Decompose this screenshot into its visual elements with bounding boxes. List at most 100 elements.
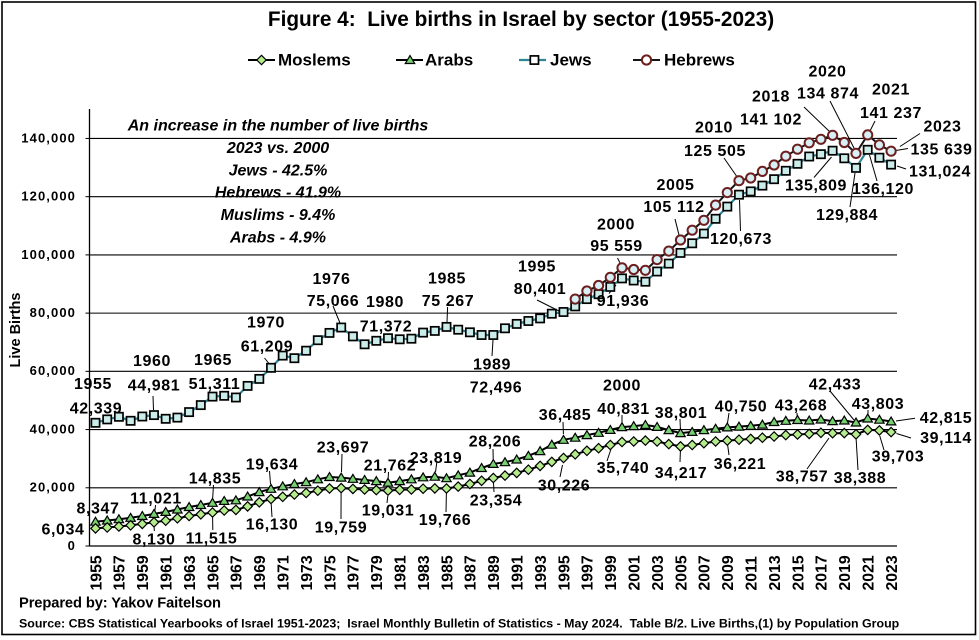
svg-text:36,485: 36,485 (539, 407, 592, 424)
svg-text:Hebrews: Hebrews (664, 51, 735, 70)
svg-text:61,209: 61,209 (241, 339, 294, 356)
svg-text:129,884: 129,884 (816, 207, 878, 224)
svg-text:1965: 1965 (205, 555, 222, 590)
svg-text:43,268: 43,268 (775, 398, 828, 415)
svg-text:34,217: 34,217 (655, 465, 708, 482)
svg-text:Prepared by: Yakov Faitelson: Prepared by: Yakov Faitelson (19, 596, 221, 612)
svg-text:51,311: 51,311 (189, 376, 241, 393)
svg-text:80,000: 80,000 (30, 305, 76, 320)
svg-text:1977: 1977 (346, 555, 363, 590)
svg-text:8,347: 8,347 (76, 501, 119, 518)
svg-text:42,815: 42,815 (920, 410, 973, 427)
svg-text:1989: 1989 (486, 555, 503, 590)
svg-text:42,433: 42,433 (809, 377, 862, 394)
svg-text:Arabs - 4.9%: Arabs - 4.9% (229, 230, 326, 247)
svg-text:120,673: 120,673 (710, 231, 772, 248)
svg-text:35,740: 35,740 (597, 460, 650, 477)
svg-text:39,703: 39,703 (872, 449, 925, 466)
svg-text:1989: 1989 (473, 357, 511, 374)
svg-text:2013: 2013 (767, 555, 784, 590)
svg-text:8,130: 8,130 (132, 532, 175, 549)
svg-text:Moslems: Moslems (278, 51, 351, 70)
svg-text:135 639: 135 639 (910, 142, 972, 159)
svg-text:1985: 1985 (428, 271, 466, 288)
svg-text:141 237: 141 237 (860, 105, 922, 122)
svg-text:1981: 1981 (393, 555, 410, 590)
svg-text:136,120: 136,120 (852, 181, 914, 198)
svg-text:Live Births: Live Births (8, 293, 24, 368)
svg-text:80,401: 80,401 (514, 281, 567, 298)
svg-text:1980: 1980 (366, 294, 404, 311)
svg-text:2000: 2000 (597, 217, 635, 234)
svg-text:1955: 1955 (88, 555, 105, 590)
svg-text:2023: 2023 (884, 555, 901, 590)
svg-text:An increase in the number of l: An increase in the number of live births (127, 118, 429, 135)
svg-text:1957: 1957 (112, 555, 129, 590)
svg-text:23,354: 23,354 (470, 493, 523, 510)
svg-text:1991: 1991 (510, 555, 527, 590)
svg-text:2018: 2018 (752, 89, 790, 106)
svg-text:0: 0 (68, 538, 76, 553)
svg-text:2019: 2019 (837, 555, 854, 590)
svg-text:42,339: 42,339 (70, 401, 123, 418)
svg-text:1971: 1971 (276, 555, 293, 590)
svg-text:105 112: 105 112 (643, 199, 704, 216)
svg-text:2005: 2005 (673, 555, 690, 590)
svg-text:2015: 2015 (790, 555, 807, 590)
svg-text:2003: 2003 (650, 555, 667, 590)
svg-text:28,206: 28,206 (469, 434, 522, 451)
svg-text:19,766: 19,766 (419, 512, 472, 529)
svg-text:2017: 2017 (814, 555, 831, 590)
svg-text:91,936: 91,936 (597, 293, 650, 310)
svg-text:131,024: 131,024 (909, 164, 971, 181)
svg-text:40,831: 40,831 (597, 401, 650, 418)
svg-text:38,801: 38,801 (655, 405, 708, 422)
svg-text:Figure 4: Live births in Isra: Figure 4: Live births in Israel by secto… (268, 8, 774, 31)
svg-text:140,000: 140,000 (21, 130, 76, 145)
svg-text:6,034: 6,034 (41, 522, 84, 539)
svg-text:2000: 2000 (603, 378, 641, 395)
svg-text:120,000: 120,000 (21, 189, 76, 204)
svg-text:2021: 2021 (861, 555, 878, 590)
svg-text:1960: 1960 (133, 353, 171, 370)
svg-text:2023 vs. 2000: 2023 vs. 2000 (226, 140, 329, 157)
svg-text:23,697: 23,697 (317, 440, 370, 457)
svg-text:95 559: 95 559 (590, 238, 643, 255)
svg-text:71,372: 71,372 (360, 319, 413, 336)
svg-text:2005: 2005 (657, 177, 695, 194)
svg-text:19,634: 19,634 (246, 457, 299, 474)
svg-text:75 267: 75 267 (422, 293, 475, 310)
svg-text:2007: 2007 (697, 555, 714, 590)
svg-text:1973: 1973 (299, 555, 316, 590)
svg-text:30,226: 30,226 (538, 478, 591, 495)
svg-text:19,759: 19,759 (315, 520, 368, 537)
svg-text:1975: 1975 (322, 555, 339, 590)
svg-text:1987: 1987 (463, 555, 480, 590)
svg-text:1979: 1979 (369, 555, 386, 590)
svg-text:1961: 1961 (159, 555, 176, 590)
svg-text:1965: 1965 (194, 352, 232, 369)
svg-text:Muslims - 9.4%: Muslims - 9.4% (221, 207, 336, 224)
svg-text:23,819: 23,819 (410, 450, 463, 467)
svg-text:1970: 1970 (247, 315, 285, 332)
svg-text:1983: 1983 (416, 555, 433, 590)
svg-text:19,031: 19,031 (362, 503, 415, 520)
svg-text:39,114: 39,114 (920, 430, 972, 447)
svg-text:16,130: 16,130 (246, 517, 299, 534)
svg-text:2020: 2020 (809, 64, 847, 81)
svg-text:1967: 1967 (229, 555, 246, 590)
svg-text:72,496: 72,496 (470, 380, 523, 397)
svg-text:Arabs: Arabs (425, 51, 473, 70)
svg-text:36,221: 36,221 (714, 456, 767, 473)
svg-text:Jews: Jews (550, 51, 592, 70)
svg-text:1976: 1976 (313, 271, 351, 288)
svg-text:Jews - 42.5%: Jews - 42.5% (229, 162, 328, 179)
svg-text:75,066: 75,066 (307, 293, 360, 310)
svg-text:11,515: 11,515 (186, 531, 238, 548)
svg-text:1999: 1999 (603, 555, 620, 590)
svg-text:21,762: 21,762 (364, 458, 417, 475)
svg-text:100,000: 100,000 (21, 247, 76, 262)
svg-text:135,809: 135,809 (785, 178, 847, 195)
svg-text:40,000: 40,000 (30, 422, 76, 437)
svg-text:Hebrews - 41.9%: Hebrews - 41.9% (215, 185, 341, 202)
